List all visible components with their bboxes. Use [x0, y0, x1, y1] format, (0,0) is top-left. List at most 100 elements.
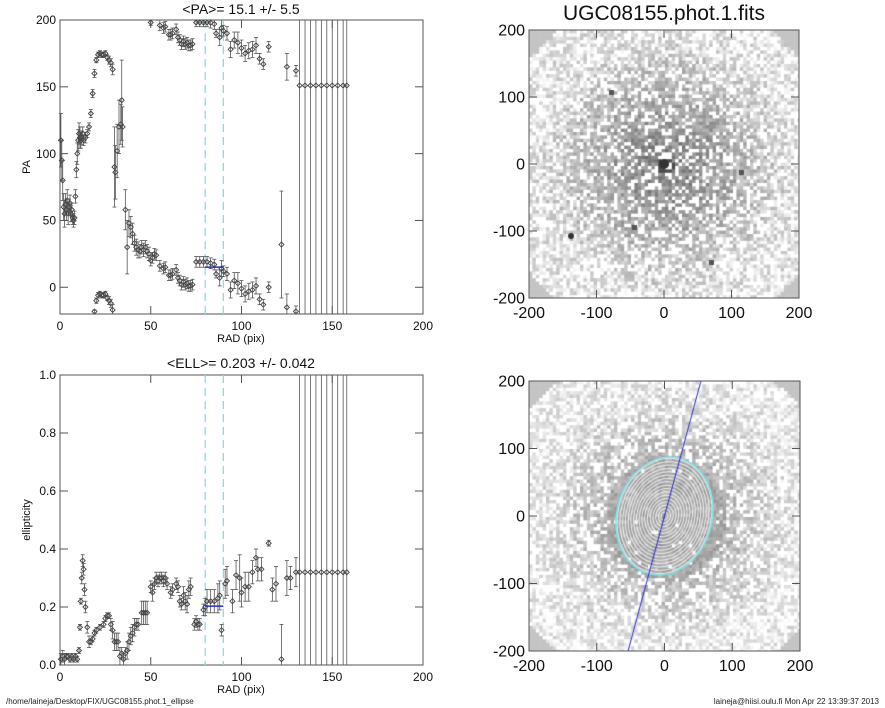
pa-data-point	[114, 147, 121, 155]
pa-data-point	[241, 50, 249, 57]
pa-data-point	[231, 36, 238, 44]
ell-data-point	[187, 583, 194, 590]
ell-data-point	[80, 566, 87, 573]
ell-data-point	[203, 598, 211, 605]
pa-data-point	[223, 30, 231, 37]
image-xtick-label: -100	[580, 305, 612, 322]
model-xtick-label: 100	[719, 658, 746, 675]
ell-data-point	[223, 577, 231, 585]
ell-data-point	[82, 603, 89, 611]
pa-data-point	[238, 285, 245, 292]
pa-data-point	[107, 300, 114, 307]
ell-ylabel: ellipticity	[21, 499, 33, 541]
pa-data-point	[203, 19, 211, 26]
pa-data-point	[153, 252, 160, 259]
pa-xtick-label: 150	[322, 319, 342, 333]
pa-data-point	[59, 177, 66, 184]
pa-data-point	[340, 82, 347, 89]
pa-data-point	[127, 223, 134, 231]
pa-data-point	[196, 258, 203, 266]
ell-data-point	[81, 586, 88, 593]
ell-data-point	[232, 571, 240, 579]
image-ytick-label: 0	[516, 157, 525, 174]
pa-data-point	[200, 19, 207, 26]
pa-data-point	[220, 27, 227, 34]
pa-data-point	[173, 26, 180, 33]
ell-data-point	[75, 647, 83, 654]
pa-data-point	[183, 280, 191, 287]
pa-data-point	[343, 82, 350, 89]
pa-ylabel: PA	[21, 159, 33, 174]
ell-data-point	[107, 621, 114, 628]
pa-data-point	[156, 262, 163, 270]
ell-data-point	[74, 656, 81, 663]
pa-data-point	[80, 137, 87, 144]
ell-data-point	[140, 609, 147, 616]
ell-data-point	[272, 580, 280, 587]
pa-data-point	[173, 266, 180, 274]
ell-data-point	[241, 583, 249, 590]
model-xtick-label: 0	[660, 658, 669, 675]
ell-data-point	[185, 586, 193, 593]
model-ytick-label: 200	[498, 374, 525, 391]
pa-data-point	[278, 241, 285, 248]
model-ytick-label: 0	[516, 509, 525, 526]
ell-xlabel: RAD (pix)	[217, 684, 265, 696]
pa-xtick-label: 0	[57, 319, 64, 333]
model-xtick-label: -200	[513, 658, 545, 675]
pa-data-point	[87, 110, 94, 117]
ell-data-point	[142, 609, 149, 616]
model-ytick-label: -100	[493, 576, 525, 593]
pa-data-point	[260, 301, 267, 308]
ell-data-point	[192, 618, 200, 625]
pa-xlabel: RAD (pix)	[217, 333, 265, 345]
image-xtick-label: 100	[718, 305, 745, 322]
ell-ytick-label: 0.0	[39, 658, 56, 672]
pa-data-point	[283, 304, 291, 311]
ell-data-point	[194, 621, 202, 628]
pa-data-point	[183, 39, 191, 46]
pa-data-point	[241, 290, 249, 298]
pa-data-layer	[57, 19, 350, 315]
ell-ytick-label: 0.4	[39, 542, 56, 556]
pa-data-point	[109, 306, 116, 314]
image-ytick-label: -200	[493, 291, 525, 308]
ell-data-point	[104, 612, 111, 619]
pa-data-point	[89, 90, 96, 97]
pa-data-point	[192, 19, 200, 26]
pa-data-point	[93, 297, 100, 304]
pa-data-point	[109, 66, 116, 73]
pa-data-point	[178, 40, 185, 48]
pa-data-point	[102, 290, 109, 298]
ell-data-point	[89, 635, 96, 643]
image-xtick-label: 0	[660, 305, 669, 322]
ell-data-layer	[57, 375, 350, 666]
pa-data-point	[265, 284, 272, 291]
ell-data-point	[196, 621, 203, 628]
ell-data-point	[292, 569, 300, 576]
pa-data-point	[252, 282, 260, 290]
ell-data-point	[109, 627, 116, 634]
pa-data-point	[189, 281, 196, 288]
pa-data-point	[162, 23, 169, 30]
pa-data-point	[102, 50, 109, 57]
ell-data-point	[105, 612, 113, 619]
ell-data-point	[76, 624, 84, 631]
pa-data-point	[260, 60, 267, 68]
ell-data-point	[129, 629, 136, 637]
pa-data-point	[91, 308, 98, 315]
image-axes-frame	[528, 29, 800, 299]
ell-data-point	[254, 566, 261, 573]
pa-xtick-label: 50	[144, 319, 158, 333]
image-ytick-label: -100	[493, 224, 525, 241]
ell-data-point	[269, 586, 276, 593]
pa-data-point	[105, 56, 113, 64]
ell-data-point	[265, 540, 272, 547]
ell-data-point	[111, 638, 118, 645]
image-title: UGC08155.phot.1.fits	[563, 2, 765, 25]
ell-data-point	[218, 627, 225, 634]
galaxy-image	[529, 30, 799, 298]
ell-data-point	[216, 592, 223, 599]
pa-data-point	[283, 63, 291, 70]
pa-data-point	[231, 277, 238, 284]
